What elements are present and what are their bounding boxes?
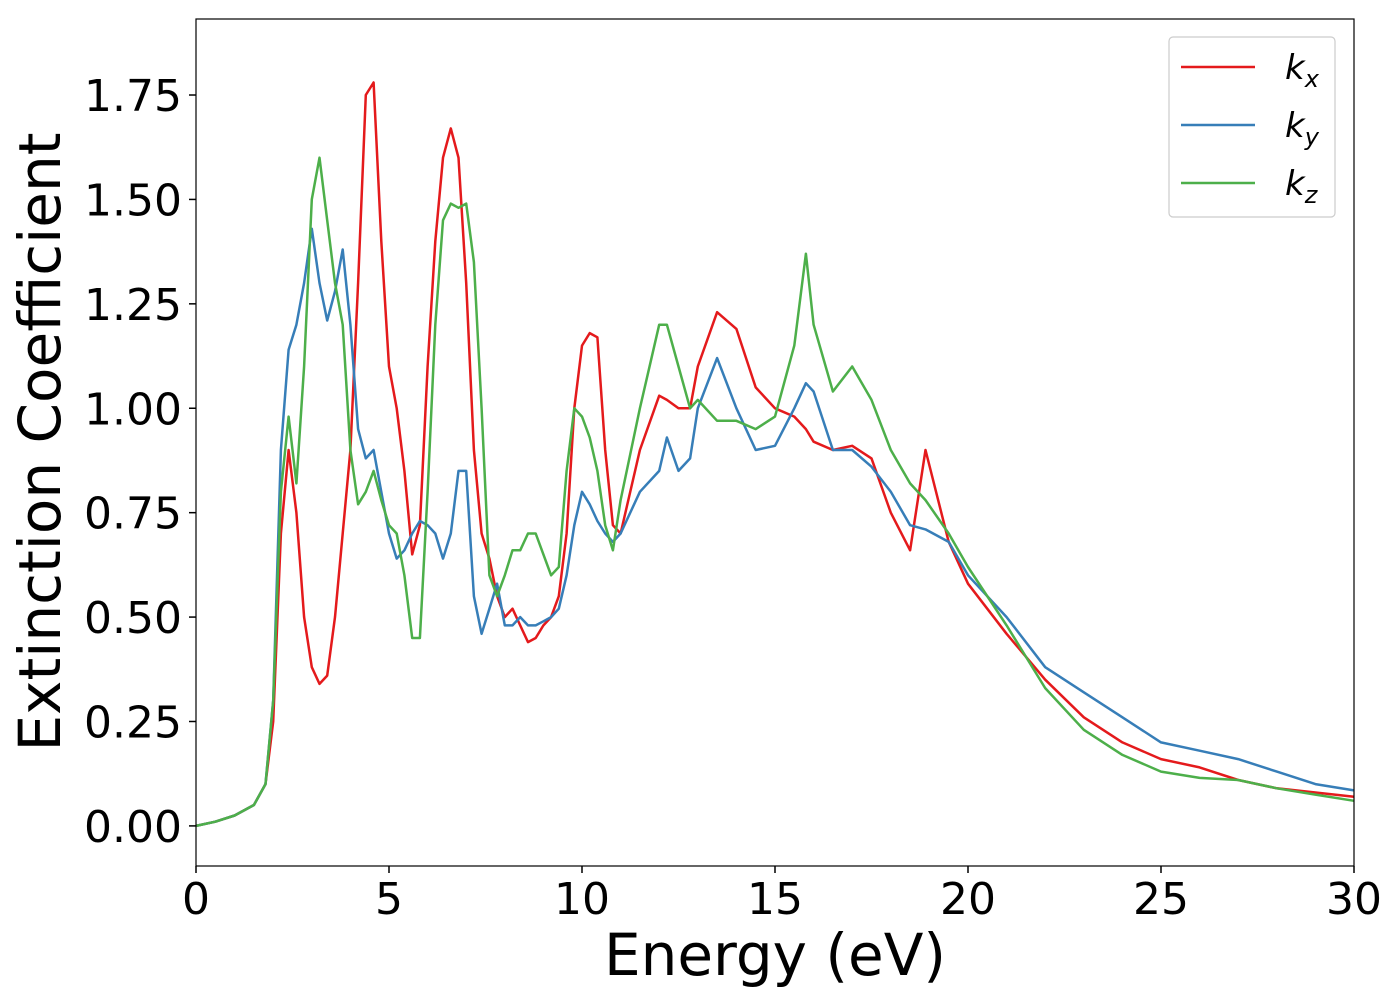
x-tick-label: 25 <box>1133 874 1189 925</box>
x-axis-label: Energy (eV) <box>604 921 946 989</box>
y-tick-label: 0.50 <box>84 593 182 644</box>
line-series <box>195 156 1355 828</box>
x-tick-label: 0 <box>182 874 210 925</box>
x-tick-label: 20 <box>940 874 996 925</box>
x-tick-label: 15 <box>747 874 803 925</box>
legend-box <box>1168 36 1336 218</box>
legend-label: ky <box>1285 106 1320 151</box>
plot-frame <box>195 18 1355 867</box>
x-tick-label: 5 <box>375 874 403 925</box>
y-tick-label: 0.00 <box>84 802 182 853</box>
y-tick-label: 1.00 <box>84 384 182 435</box>
legend-label: kx <box>1285 48 1320 93</box>
line-series <box>195 81 1355 828</box>
legend-label: kz <box>1285 164 1319 209</box>
x-tick-label: 30 <box>1326 874 1382 925</box>
y-tick-label: 1.25 <box>84 280 182 331</box>
x-tick-label: 10 <box>554 874 610 925</box>
y-tick-label: 0.25 <box>84 697 182 748</box>
y-tick-label: 0.75 <box>84 489 182 540</box>
y-tick-label: 1.50 <box>84 175 182 226</box>
line-series <box>195 227 1355 828</box>
y-axis-label: Extinction Coefficient <box>6 133 74 752</box>
y-tick-label: 1.75 <box>84 71 182 122</box>
